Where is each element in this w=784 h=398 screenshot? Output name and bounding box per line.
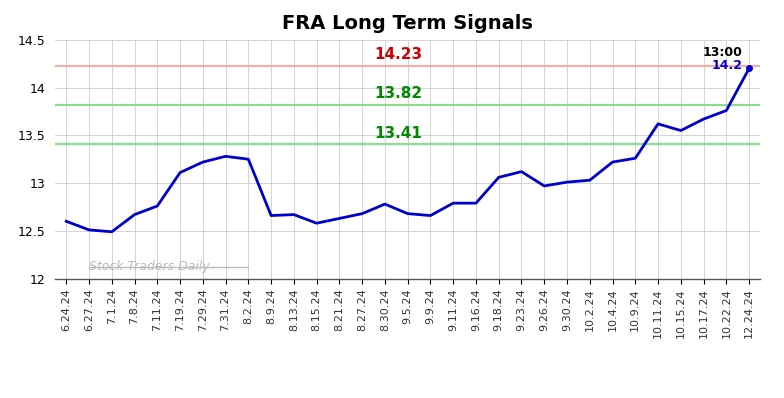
Text: Stock Traders Daily: Stock Traders Daily (89, 260, 210, 273)
Title: FRA Long Term Signals: FRA Long Term Signals (282, 14, 533, 33)
Text: 14.2: 14.2 (711, 59, 742, 72)
Text: 13:00: 13:00 (702, 45, 742, 59)
Text: 14.23: 14.23 (374, 47, 422, 62)
Text: 13.82: 13.82 (374, 86, 422, 101)
Text: 13.41: 13.41 (374, 126, 422, 140)
